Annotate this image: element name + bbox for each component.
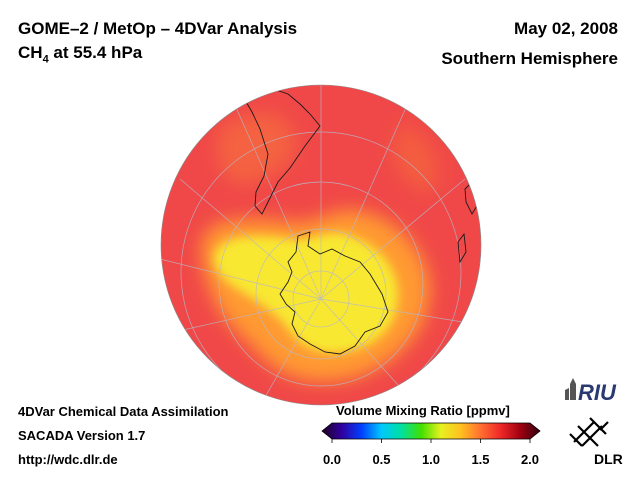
region-label: Southern Hemisphere — [441, 49, 618, 68]
coastlines — [219, 85, 479, 355]
colorbar-bar — [321, 422, 541, 440]
logos: RIU DLR — [565, 378, 623, 467]
dlr-logo-text: DLR — [594, 451, 623, 467]
riu-logo-text: RIU — [578, 380, 617, 405]
species-label: CH4 at 55.4 hPa — [18, 43, 142, 65]
colorbar-tick-label: 2.0 — [521, 452, 539, 467]
title: GOME–2 / MetOp – 4DVar Analysis — [18, 19, 298, 38]
colorbar-tick-label: 1.0 — [422, 452, 440, 467]
footer-line-2: SACADA Version 1.7 — [18, 428, 146, 443]
antarctica-outline — [279, 231, 389, 355]
species-formula: CH — [18, 43, 43, 62]
colorbar-tick-label: 0.0 — [323, 452, 341, 467]
new-zealand-outline — [457, 232, 467, 264]
colorbar-label: Volume Mixing Ratio [ppmv] — [336, 403, 510, 418]
date-label: May 02, 2008 — [514, 19, 618, 38]
dlr-logo — [569, 417, 609, 447]
south-america-outline — [219, 85, 321, 215]
riu-building-icon — [565, 378, 576, 400]
colorbar-tick-label: 1.5 — [471, 452, 489, 467]
riu-logo: RIU — [565, 378, 617, 405]
colorbar-tick-label: 0.5 — [372, 452, 390, 467]
graticule — [161, 85, 476, 405]
pressure-level: at 55.4 hPa — [48, 43, 143, 62]
species-subscript: 4 — [42, 53, 49, 66]
dlr-emblem-icon — [569, 417, 609, 447]
colorbar: 0.0 0.5 1.0 1.5 2.0 — [321, 422, 541, 467]
yellow-core — [214, 232, 399, 353]
footer-url[interactable]: http://wdc.dlr.de — [18, 452, 118, 467]
globe-map — [160, 84, 482, 406]
footer-line-1: 4DVar Chemical Data Assimilation — [18, 404, 229, 419]
